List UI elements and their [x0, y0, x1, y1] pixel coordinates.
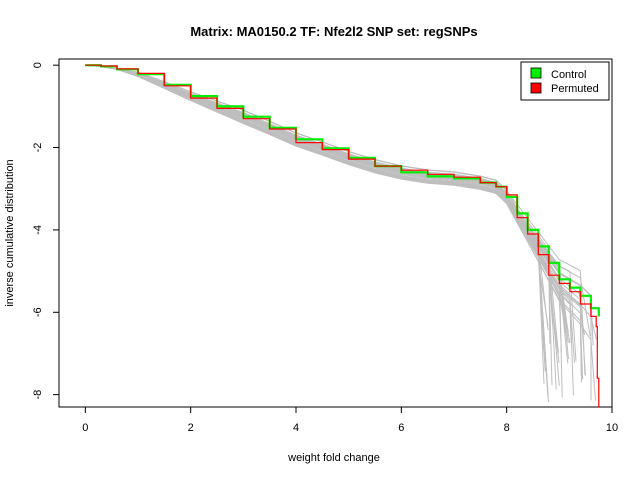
permutation-curve — [85, 64, 551, 344]
permutation-curve — [85, 64, 554, 325]
permutation-curve — [85, 64, 559, 353]
permutation-curve — [85, 64, 549, 331]
x-tick-label: 0 — [82, 422, 88, 434]
permutation-curve — [85, 64, 567, 334]
legend-swatch-permuted — [530, 82, 542, 94]
permutation-curve — [85, 64, 553, 386]
permutation-curve — [85, 64, 569, 343]
permutation-curve — [85, 64, 545, 384]
permutation-curve — [85, 64, 582, 383]
permutation-curve — [85, 64, 569, 332]
y-axis: 0 -2 -4 -6 -8 — [32, 62, 59, 400]
permutation-curves — [85, 64, 597, 403]
y-tick-label: -4 — [32, 225, 44, 235]
series-group — [85, 64, 600, 407]
legend-swatch-control — [530, 67, 542, 79]
x-tick-label: 10 — [606, 422, 618, 434]
permutation-curve — [85, 64, 582, 376]
x-axis: 0 2 4 6 8 10 — [82, 407, 618, 434]
permutation-curve — [85, 64, 557, 390]
permutation-curve — [85, 64, 562, 353]
permutation-curve — [85, 64, 572, 344]
permutation-curve — [85, 64, 596, 401]
x-tick-label: 4 — [293, 422, 299, 434]
permutation-curve — [85, 64, 549, 403]
y-tick-label: -6 — [32, 307, 44, 317]
x-tick-label: 6 — [398, 422, 404, 434]
permutation-curve — [85, 64, 569, 360]
y-tick-label: 0 — [32, 62, 44, 68]
legend: Control Permuted — [520, 61, 610, 101]
permutation-curve — [85, 64, 549, 394]
y-tick-label: -2 — [32, 143, 44, 153]
permutation-curve — [85, 64, 560, 363]
y-axis-label: inverse cumulative distribution — [4, 159, 16, 306]
permutation-curve — [85, 64, 546, 372]
plot-area — [58, 58, 613, 408]
permutation-curve — [85, 64, 584, 380]
permutation-curve — [85, 64, 557, 348]
permutation-curve — [85, 64, 569, 364]
permutation-curve — [85, 64, 586, 375]
series-line-permuted — [85, 64, 600, 407]
permutation-curve — [85, 64, 592, 401]
legend-label-permuted: Permuted — [551, 83, 599, 95]
x-tick-label: 8 — [504, 422, 510, 434]
permutation-curve — [85, 64, 575, 363]
permutation-curve — [85, 64, 577, 362]
permutation-curve — [85, 64, 571, 344]
permutation-curve — [85, 64, 586, 376]
x-axis-label: weight fold change — [287, 452, 380, 464]
y-tick-label: -8 — [32, 390, 44, 400]
permutation-curve — [85, 64, 597, 340]
permutation-curve — [85, 64, 574, 396]
x-tick-label: 2 — [188, 422, 194, 434]
permutation-curve — [85, 64, 563, 398]
permutation-curve — [85, 64, 549, 398]
series-line-control — [85, 64, 600, 317]
legend-label-control: Control — [551, 69, 586, 81]
permutation-curve — [85, 64, 549, 327]
permutation-curve — [85, 64, 545, 353]
chart-title: Matrix: MA0150.2 TF: Nfe2l2 SNP set: reg… — [190, 24, 477, 39]
permutation-curve — [85, 64, 582, 347]
permutation-curve — [85, 64, 560, 386]
